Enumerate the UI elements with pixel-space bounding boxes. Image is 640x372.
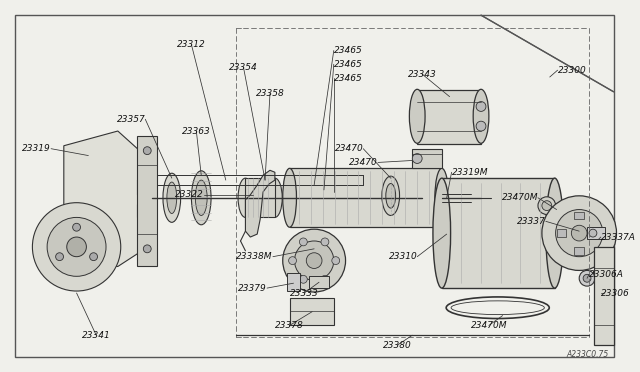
Circle shape bbox=[289, 257, 296, 264]
Circle shape bbox=[412, 154, 422, 163]
Text: A233C0.75: A233C0.75 bbox=[566, 350, 609, 359]
FancyBboxPatch shape bbox=[417, 90, 481, 144]
Text: 23306: 23306 bbox=[601, 289, 630, 298]
Circle shape bbox=[143, 245, 151, 253]
Ellipse shape bbox=[191, 171, 211, 225]
Circle shape bbox=[90, 253, 97, 261]
Ellipse shape bbox=[542, 201, 552, 211]
FancyBboxPatch shape bbox=[290, 298, 334, 326]
Text: 23333: 23333 bbox=[290, 289, 319, 298]
Circle shape bbox=[556, 209, 603, 257]
Text: 23378: 23378 bbox=[275, 321, 304, 330]
Text: 23380: 23380 bbox=[383, 340, 412, 350]
FancyBboxPatch shape bbox=[245, 178, 275, 217]
Text: 23341: 23341 bbox=[82, 331, 111, 340]
Circle shape bbox=[589, 229, 597, 237]
Text: 23319M: 23319M bbox=[452, 168, 488, 177]
Ellipse shape bbox=[287, 189, 292, 206]
Text: 23338M: 23338M bbox=[236, 252, 273, 261]
Text: 23465: 23465 bbox=[334, 60, 362, 69]
Polygon shape bbox=[245, 170, 275, 237]
Circle shape bbox=[583, 275, 591, 282]
FancyBboxPatch shape bbox=[594, 247, 614, 345]
Text: 23470M: 23470M bbox=[470, 321, 507, 330]
Text: 23465: 23465 bbox=[334, 46, 362, 55]
Ellipse shape bbox=[473, 89, 489, 143]
FancyBboxPatch shape bbox=[587, 227, 605, 239]
Circle shape bbox=[300, 238, 307, 246]
FancyBboxPatch shape bbox=[592, 229, 602, 237]
Ellipse shape bbox=[238, 178, 253, 217]
Circle shape bbox=[476, 102, 486, 111]
Polygon shape bbox=[138, 176, 150, 196]
FancyBboxPatch shape bbox=[309, 276, 329, 288]
Ellipse shape bbox=[268, 178, 282, 217]
FancyBboxPatch shape bbox=[412, 149, 442, 168]
Ellipse shape bbox=[283, 168, 296, 227]
Text: 23354: 23354 bbox=[229, 63, 258, 72]
Ellipse shape bbox=[320, 189, 328, 206]
Ellipse shape bbox=[538, 197, 556, 215]
Circle shape bbox=[332, 257, 340, 264]
Ellipse shape bbox=[410, 89, 425, 143]
FancyBboxPatch shape bbox=[287, 273, 300, 291]
Circle shape bbox=[56, 253, 63, 261]
Circle shape bbox=[73, 223, 81, 231]
Circle shape bbox=[283, 229, 346, 292]
Circle shape bbox=[476, 121, 486, 131]
FancyBboxPatch shape bbox=[574, 212, 584, 219]
Polygon shape bbox=[138, 136, 157, 266]
Text: 23319: 23319 bbox=[22, 144, 51, 153]
Circle shape bbox=[579, 270, 595, 286]
Ellipse shape bbox=[435, 168, 449, 227]
FancyBboxPatch shape bbox=[557, 229, 566, 237]
Text: 23306A: 23306A bbox=[589, 270, 624, 279]
Text: 23310: 23310 bbox=[388, 252, 417, 261]
Text: 23470: 23470 bbox=[335, 144, 364, 153]
Ellipse shape bbox=[163, 173, 180, 222]
FancyBboxPatch shape bbox=[290, 168, 442, 227]
Text: 23357: 23357 bbox=[116, 115, 145, 124]
Text: 23470M: 23470M bbox=[502, 193, 538, 202]
FancyBboxPatch shape bbox=[574, 247, 584, 255]
Text: 23337A: 23337A bbox=[601, 232, 636, 241]
Ellipse shape bbox=[546, 178, 563, 288]
FancyBboxPatch shape bbox=[442, 178, 555, 288]
Circle shape bbox=[33, 203, 121, 291]
Ellipse shape bbox=[382, 176, 399, 215]
Text: 23465: 23465 bbox=[334, 74, 362, 83]
Circle shape bbox=[300, 275, 307, 283]
Text: 23300: 23300 bbox=[557, 66, 586, 75]
Circle shape bbox=[542, 196, 616, 270]
Text: 23470: 23470 bbox=[349, 158, 378, 167]
Circle shape bbox=[47, 217, 106, 276]
Circle shape bbox=[294, 241, 334, 280]
Ellipse shape bbox=[195, 180, 207, 215]
Text: 23322: 23322 bbox=[175, 190, 204, 199]
Circle shape bbox=[307, 253, 322, 269]
Circle shape bbox=[67, 237, 86, 257]
Ellipse shape bbox=[386, 183, 396, 208]
Polygon shape bbox=[138, 203, 150, 219]
Polygon shape bbox=[64, 131, 142, 266]
Circle shape bbox=[143, 147, 151, 155]
Text: 23337: 23337 bbox=[517, 217, 546, 226]
Text: 23343: 23343 bbox=[408, 70, 436, 78]
Circle shape bbox=[321, 238, 329, 246]
Text: 23312: 23312 bbox=[177, 40, 206, 49]
Ellipse shape bbox=[167, 182, 177, 214]
Ellipse shape bbox=[310, 189, 318, 206]
Text: 23379: 23379 bbox=[238, 283, 267, 293]
Ellipse shape bbox=[284, 183, 296, 212]
Circle shape bbox=[572, 225, 587, 241]
Ellipse shape bbox=[433, 178, 451, 288]
Circle shape bbox=[321, 275, 329, 283]
Text: 23363: 23363 bbox=[182, 126, 211, 135]
Text: 23358: 23358 bbox=[255, 89, 284, 98]
Ellipse shape bbox=[330, 189, 338, 206]
